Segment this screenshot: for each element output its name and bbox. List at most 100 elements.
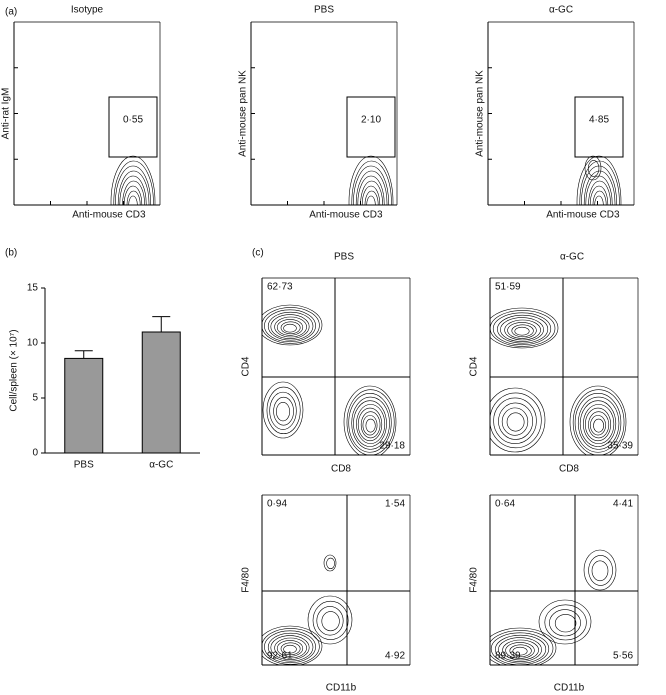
- contour: [362, 415, 378, 436]
- quadrant-value: 89·39: [495, 651, 521, 662]
- bar: [64, 357, 104, 454]
- contour: [493, 397, 537, 444]
- contour: [498, 402, 534, 440]
- contour: [588, 555, 613, 586]
- contour-group: [110, 155, 156, 205]
- contour: [274, 637, 307, 659]
- contour: [326, 557, 335, 570]
- contour: [113, 160, 154, 205]
- y-tick-label: 5: [32, 393, 38, 404]
- contour-group: [348, 155, 394, 205]
- contour: [366, 195, 376, 205]
- contour: [576, 155, 622, 205]
- contour: [122, 180, 145, 205]
- x-axis-label: CD8: [331, 464, 351, 475]
- contour-group: [262, 554, 353, 665]
- contour: [588, 411, 610, 439]
- y-axis-label: F4/80: [469, 567, 480, 593]
- contour: [307, 595, 353, 645]
- contour: [495, 634, 547, 664]
- contour: [506, 412, 525, 432]
- quadrant-value: 35·39: [607, 441, 633, 452]
- contour: [512, 646, 528, 656]
- quadrant-value: 1·54: [385, 499, 405, 510]
- contour: [269, 391, 297, 430]
- contour: [312, 600, 349, 640]
- contour: [577, 396, 620, 450]
- contour: [357, 175, 385, 205]
- panel-label: (b): [5, 248, 17, 259]
- contour: [490, 632, 550, 665]
- contour: [581, 165, 617, 205]
- contour: [128, 195, 138, 205]
- contour: [502, 639, 539, 661]
- panel-label: (c): [252, 248, 264, 259]
- contour: [585, 175, 613, 205]
- quadrant-value: 0·64: [495, 499, 515, 510]
- contour: [356, 404, 386, 444]
- contour: [590, 415, 606, 436]
- y-tick-label: 15: [27, 283, 39, 294]
- contour: [490, 627, 557, 665]
- x-axis-label: Anti-mouse CD3: [546, 210, 620, 221]
- contour: [283, 323, 297, 333]
- contour: [361, 185, 381, 205]
- contour: [343, 385, 397, 455]
- contour: [594, 195, 604, 205]
- y-axis-label: Anti-mouse pan NK: [238, 70, 249, 157]
- contour: [583, 549, 617, 591]
- contour: [538, 599, 592, 645]
- contour: [500, 317, 544, 342]
- contour-group: [490, 307, 627, 455]
- contour: [509, 644, 532, 658]
- contour: [591, 560, 609, 582]
- contour: [360, 180, 383, 205]
- x-axis-label: CD11b: [554, 683, 585, 694]
- contour: [364, 190, 379, 205]
- y-tick-label: 10: [27, 338, 39, 349]
- contour: [123, 185, 143, 205]
- contour: [589, 185, 609, 205]
- contour: [497, 314, 549, 344]
- y-axis-label: CD4: [241, 356, 252, 376]
- x-tick-label: α-GC: [149, 460, 173, 471]
- contour: [346, 389, 395, 455]
- contour: [110, 155, 156, 205]
- contour: [270, 635, 310, 660]
- contour: [514, 326, 530, 336]
- y-axis-label: Anti-mouse pan NK: [475, 70, 486, 157]
- contour: [583, 170, 616, 205]
- contour: [266, 386, 301, 435]
- x-axis-label: CD8: [559, 464, 579, 475]
- y-axis-label: F4/80: [241, 567, 252, 593]
- contour: [276, 640, 304, 657]
- contour: [549, 609, 581, 637]
- contour: [501, 407, 529, 436]
- x-axis-label: Anti-mouse CD3: [72, 210, 146, 221]
- contour: [490, 392, 542, 449]
- quadrant-value: 5·56: [613, 651, 633, 662]
- gate: [108, 96, 158, 158]
- contour: [348, 393, 392, 453]
- contour: [572, 389, 625, 455]
- contour: [262, 307, 320, 344]
- contour: [360, 411, 381, 439]
- y-axis-label: CD4: [469, 356, 480, 376]
- contour: [490, 310, 556, 347]
- contour: [321, 611, 340, 632]
- contour: [584, 155, 602, 181]
- contour: [490, 387, 546, 453]
- bar: [141, 331, 181, 454]
- gate-value: 4·85: [589, 115, 609, 126]
- contour: [355, 170, 388, 205]
- contour: [569, 385, 627, 455]
- contour: [353, 400, 387, 447]
- quadrant-value: 4·92: [385, 651, 405, 662]
- quadrant-value: 29·18: [379, 441, 405, 452]
- contour: [262, 381, 304, 439]
- contour: [274, 316, 307, 338]
- contour: [262, 625, 323, 665]
- contour: [280, 642, 301, 656]
- contour: [316, 606, 344, 636]
- contour: [126, 190, 141, 205]
